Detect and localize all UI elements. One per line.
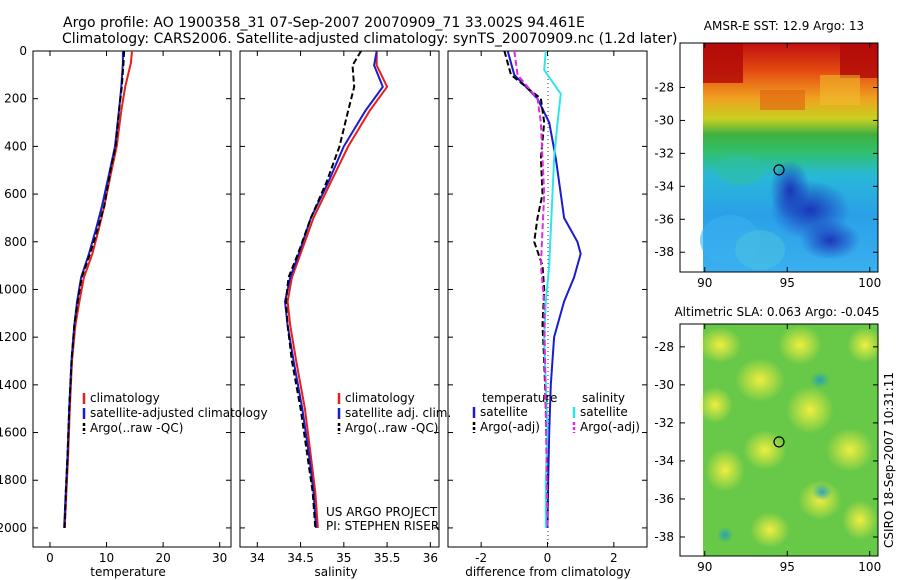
y-tick-label: 0 (19, 44, 27, 58)
legend-label: Argo(-adj) (580, 420, 640, 434)
map-y-tick-label: -36 (654, 212, 674, 226)
map-x-tick-label: 95 (780, 560, 795, 574)
map-y-tick-label: -34 (654, 454, 674, 468)
map-x-tick-label: 100 (858, 276, 881, 290)
x-tick-label: -2 (475, 551, 487, 565)
y-tick-label: 600 (4, 187, 27, 201)
difference-panel: -2 0 2 difference from climatology tempera… (447, 50, 648, 579)
map-y-tick-label: -30 (654, 113, 674, 127)
series-line-satellite-adj-clim (283, 51, 384, 528)
sla-map-title: Altimetric SLA: 0.063 Argo: -0.045 (674, 305, 879, 319)
x-tick-label: 34 (250, 551, 265, 565)
temperature-axes-frame (32, 50, 232, 548)
x-tick-label: 35.5 (374, 551, 401, 565)
y-tick-label: 1800 (0, 473, 27, 487)
x-tick-label: 30 (212, 551, 227, 565)
series-line-salinity-argo-adj (513, 51, 549, 528)
sla-heatmap (697, 324, 883, 556)
legend-label: Argo(..raw -QC) (345, 421, 438, 435)
y-tick-label: 1000 (0, 282, 27, 296)
map-x-tick-label: 90 (697, 276, 712, 290)
x-tick-label: 0 (544, 551, 552, 565)
y-tick-label: 1600 (0, 426, 27, 440)
y-tick-label: 400 (4, 139, 27, 153)
y-tick-label: 1200 (0, 330, 27, 344)
salinity-panel: 34 34.5 35 35.5 36 salinity climatologysatel… (239, 50, 451, 579)
legend-label: Argo(..raw -QC) (90, 421, 183, 435)
salinity-xlabel: salinity (314, 565, 357, 579)
x-tick-label: 35 (336, 551, 351, 565)
series-line-climatology (63, 51, 133, 528)
x-tick-label: 36 (423, 551, 438, 565)
sst-axes-frame (679, 42, 879, 273)
y-tick-label: 800 (4, 235, 27, 249)
map-y-tick-label: -28 (654, 80, 674, 94)
sst-map-title: AMSR-E SST: 12.9 Argo: 13 (704, 19, 864, 33)
difference-xlabel: difference from climatology (465, 565, 631, 579)
map-y-tick-label: -36 (654, 492, 674, 506)
map-y-tick-label: -30 (654, 378, 674, 392)
legend-label: Argo(-adj) (480, 420, 540, 434)
map-x-tick-label: 100 (858, 560, 881, 574)
project-annotation-line2: PI: STEPHEN RISER (326, 519, 439, 533)
series-line-argo-raw-qc (284, 51, 362, 528)
series-line-satellite-adjusted-climatology (63, 51, 124, 528)
legend-label: climatology (345, 391, 415, 405)
map-y-tick-label: -38 (654, 245, 674, 259)
figure-title-line2: Climatology: CARS2006. Satellite-adjuste… (62, 31, 677, 47)
sst-heatmap (700, 43, 878, 272)
y-tick-label: 2000 (0, 521, 27, 535)
x-tick-label: 2 (610, 551, 618, 565)
x-tick-label: 20 (155, 551, 170, 565)
temperature-xlabel: temperature (90, 565, 165, 579)
x-tick-label: 10 (99, 551, 114, 565)
legend-group-title: temperature (482, 391, 557, 405)
temperature-panel: 0 10 20 30 0 200 400 600 800 1000 1200 1400 1600 1800… (0, 44, 268, 579)
project-annotation-line1: US ARGO PROJECT (326, 505, 438, 519)
y-tick-label: 1400 (0, 378, 27, 392)
map-x-tick-label: 90 (697, 560, 712, 574)
salinity-axes-frame (239, 50, 440, 548)
sst-argo-marker (773, 164, 785, 176)
series-line-climatology (286, 51, 389, 528)
legend-label: satellite (580, 405, 628, 419)
sla-axes-frame (679, 323, 879, 557)
map-x-tick-label: 95 (780, 276, 795, 290)
x-tick-label: 0 (46, 551, 54, 565)
legend-label: satellite-adjusted climatology (90, 406, 268, 420)
map-y-tick-label: -38 (654, 530, 674, 544)
legend-label: satellite adj. clim. (345, 406, 451, 420)
side-timestamp-label: CSIRO 18-Sep-2007 10:31:11 (882, 372, 896, 548)
map-y-tick-label: -32 (654, 146, 674, 160)
map-y-tick-label: -34 (654, 179, 674, 193)
sla-argo-marker (773, 436, 785, 448)
figure-title-line1: Argo profile: AO 1900358_31 07-Sep-2007 … (63, 15, 585, 31)
sla-map-panel: Altimetric SLA: 0.063 Argo: -0.045 90 95 1… (654, 305, 883, 574)
series-line-temperature-argo-adj (503, 51, 549, 528)
legend-group-title: salinity (582, 391, 625, 405)
sst-map-panel: AMSR-E SST: 12.9 Argo: 13 90 95 100 -28 -30 -… (654, 19, 881, 290)
series-line-argo-raw-qc (63, 51, 126, 528)
series-line-salinity-satellite (543, 51, 562, 528)
y-tick-label: 200 (4, 92, 27, 106)
map-y-tick-label: -28 (654, 340, 674, 354)
legend-label: satellite (480, 405, 528, 419)
legend-label: climatology (90, 391, 160, 405)
map-y-tick-label: -32 (654, 416, 674, 430)
x-tick-label: 34.5 (287, 551, 314, 565)
